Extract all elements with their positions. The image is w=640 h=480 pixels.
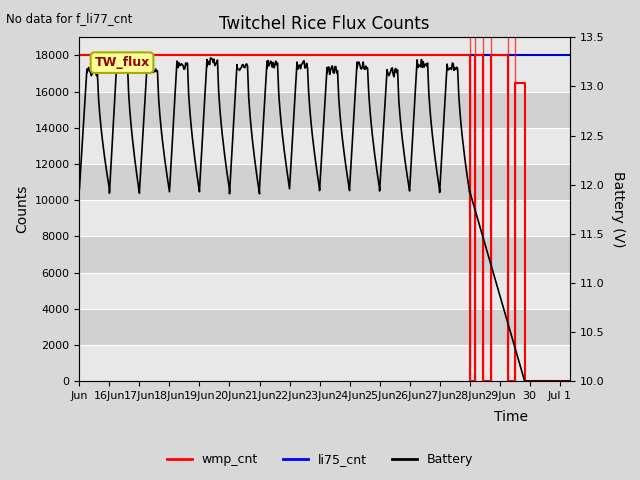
Text: No data for f_li77_cnt: No data for f_li77_cnt (6, 12, 132, 25)
Bar (79, 345, 570, 381)
Bar (79, 164, 570, 200)
Title: Twitchel Rice Flux Counts: Twitchel Rice Flux Counts (220, 15, 430, 33)
Legend: wmp_cnt, li75_cnt, Battery: wmp_cnt, li75_cnt, Battery (162, 448, 478, 471)
Bar (79, 92, 570, 128)
Bar (79, 200, 570, 237)
Bar (79, 128, 570, 164)
Y-axis label: Counts: Counts (15, 185, 29, 233)
Bar (79, 237, 570, 273)
Bar (79, 273, 570, 309)
Bar (79, 309, 570, 345)
Y-axis label: Battery (V): Battery (V) (611, 171, 625, 248)
X-axis label: Time: Time (494, 410, 528, 424)
Bar (79, 55, 570, 92)
Text: TW_flux: TW_flux (95, 56, 150, 69)
